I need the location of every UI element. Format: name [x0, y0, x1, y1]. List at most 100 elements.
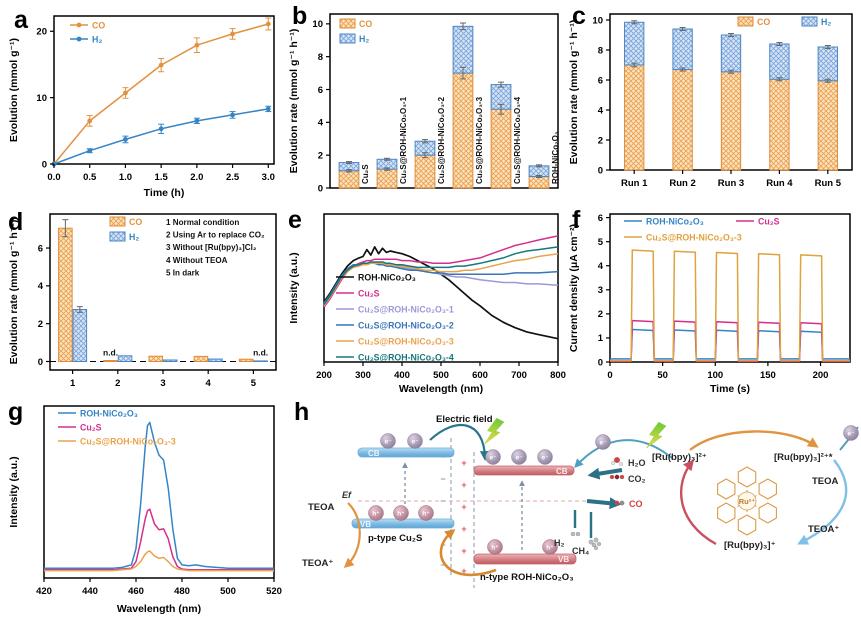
- svg-text:−: −: [440, 496, 445, 506]
- svg-text:20: 20: [36, 27, 47, 38]
- ylabel: Evolution rate (mmol g⁻¹ h⁻¹): [288, 29, 300, 174]
- panel-letter-e: e: [288, 206, 302, 234]
- svg-text:0: 0: [598, 357, 603, 368]
- svg-text:5 In dark: 5 In dark: [166, 268, 200, 277]
- svg-text:CO: CO: [92, 21, 105, 31]
- svg-text:8: 8: [318, 52, 323, 63]
- svg-text:5: 5: [251, 378, 257, 389]
- nico2o3-vb-label: VB: [558, 555, 569, 564]
- svg-text:+: +: [461, 480, 466, 490]
- svg-text:+: +: [461, 458, 466, 468]
- svg-text:460: 460: [128, 586, 144, 597]
- svg-text:4: 4: [206, 378, 212, 389]
- electron-shuttle-arc: [574, 439, 673, 468]
- svg-text:10: 10: [36, 93, 47, 104]
- svg-text:h⁺: h⁺: [546, 545, 553, 552]
- series-1: [44, 508, 274, 571]
- svg-text:0: 0: [598, 165, 603, 176]
- svg-text:e⁻: e⁻: [384, 439, 391, 446]
- svg-text:8: 8: [598, 45, 603, 56]
- teoa-label-left: TEOA: [308, 502, 335, 513]
- molecule-dots: [570, 457, 625, 550]
- svg-text:+: +: [461, 546, 466, 556]
- svg-text:+: +: [461, 524, 466, 534]
- svg-text:3: 3: [160, 378, 165, 389]
- series-2: [610, 249, 850, 362]
- bars: [58, 227, 268, 362]
- svg-text:Cu₂S@ROH-NiCo₂O₃-3: Cu₂S@ROH-NiCo₂O₃-3: [475, 96, 484, 184]
- svg-text:3: 3: [598, 285, 603, 296]
- h2o-label: H₂O: [628, 458, 646, 468]
- panel-letter-c: c: [572, 2, 586, 30]
- chart-pl-spectra: 420 440 460 480 500 520 Wavelength (nm) Intensi…: [8, 405, 282, 615]
- svg-text:e⁻: e⁻: [847, 431, 854, 438]
- svg-text:Cu₂S: Cu₂S: [358, 289, 380, 299]
- xlabel: Time (h): [144, 187, 185, 199]
- svg-text:ROH-NiCo₂O₃: ROH-NiCo₂O₃: [646, 217, 704, 227]
- ylabel: Evolution (mmol g⁻¹): [8, 38, 20, 142]
- svg-text:300: 300: [355, 370, 371, 381]
- n-type-label: n-type ROH-NiCo₂O₃: [480, 572, 574, 583]
- ru1-label: [Ru(bpy)₃]⁺: [724, 540, 776, 551]
- svg-text:H₂: H₂: [359, 34, 369, 44]
- panel-letter-h: h: [294, 398, 310, 426]
- svg-text:4: 4: [598, 261, 604, 272]
- ylabel: Current density (μA cm⁻²): [568, 224, 580, 352]
- nico2o3-vb-bar: [473, 553, 577, 565]
- legend: CO H₂: [109, 216, 142, 242]
- ch4-label: CH₄: [572, 546, 589, 556]
- ru-reduction-arc: [797, 459, 848, 545]
- svg-text:800: 800: [550, 370, 566, 381]
- svg-text:e⁻: e⁻: [489, 455, 496, 462]
- electric-field-label: Electric field: [436, 414, 493, 425]
- svg-text:1.5: 1.5: [155, 172, 169, 183]
- legend: CO H₂: [339, 18, 372, 44]
- svg-text:2 Using Ar to replace CO₂: 2 Using Ar to replace CO₂: [166, 231, 265, 240]
- svg-text:100: 100: [707, 370, 723, 381]
- svg-text:4: 4: [318, 118, 324, 129]
- xlabel: Wavelength (nm): [117, 603, 201, 615]
- legend: ROH-NiCo₂O₃ Cu₂S Cu₂S@ROH-NiCo₂O₃-3: [58, 409, 176, 447]
- svg-text:10: 10: [312, 19, 323, 30]
- teoa-plus-label-right: TEOA⁺: [808, 524, 839, 535]
- svg-text:e⁻: e⁻: [411, 439, 418, 446]
- svg-text:10: 10: [592, 15, 603, 26]
- svg-text:6: 6: [318, 85, 323, 96]
- bars: [624, 21, 838, 171]
- svg-text:4 Without TEOA: 4 Without TEOA: [166, 256, 228, 265]
- ylabel: Intensity (a.u.): [288, 252, 300, 323]
- svg-text:ROH-NiCo₂O₃: ROH-NiCo₂O₃: [80, 409, 138, 419]
- svg-text:440: 440: [82, 586, 98, 597]
- svg-text:2: 2: [598, 135, 603, 146]
- co2-label: CO₂: [628, 474, 646, 484]
- xlabel: Time (s): [710, 383, 750, 395]
- panel-letter-d: d: [8, 208, 24, 236]
- co-label: CO: [629, 499, 643, 509]
- svg-text:0.0: 0.0: [47, 172, 60, 183]
- svg-text:Cu₂S: Cu₂S: [361, 164, 370, 184]
- ylabel: Evolution rate (mmol g⁻¹ h⁻¹): [568, 20, 580, 165]
- nico2o3-cb-bar: [473, 465, 575, 476]
- svg-text:Run 4: Run 4: [766, 178, 793, 189]
- teoa-oxidation-arrow-left: [343, 502, 361, 568]
- svg-text:5: 5: [598, 237, 604, 248]
- svg-text:H₂: H₂: [92, 35, 102, 45]
- svg-text:1: 1: [598, 333, 604, 344]
- svg-text:0: 0: [42, 159, 47, 170]
- legend: ROH-NiCo₂O₃ Cu₂S Cu₂S@ROH-NiCo₂O₃-3: [624, 217, 780, 243]
- svg-text:600: 600: [472, 370, 488, 381]
- svg-text:ROH-NiCo₂O₃: ROH-NiCo₂O₃: [358, 273, 416, 283]
- svg-text:+: +: [461, 502, 466, 512]
- reactants-in-arrow: [587, 467, 623, 480]
- series-5: [323, 246, 559, 305]
- ru-complex-structure: Ru²⁺: [717, 466, 777, 536]
- svg-text:480: 480: [174, 586, 190, 597]
- h2-label: H₂: [554, 538, 565, 548]
- hole-transfer-arrow: [439, 529, 497, 577]
- svg-text:Cu₂S@ROH-NiCo₂O₃-4: Cu₂S@ROH-NiCo₂O₃-4: [513, 96, 522, 184]
- svg-text:n.d.: n.d.: [103, 347, 118, 357]
- svg-text:H₂: H₂: [821, 17, 831, 27]
- nico2o3-cb-label: CB: [556, 467, 568, 476]
- svg-text:0: 0: [38, 357, 43, 368]
- svg-text:CO: CO: [359, 19, 372, 29]
